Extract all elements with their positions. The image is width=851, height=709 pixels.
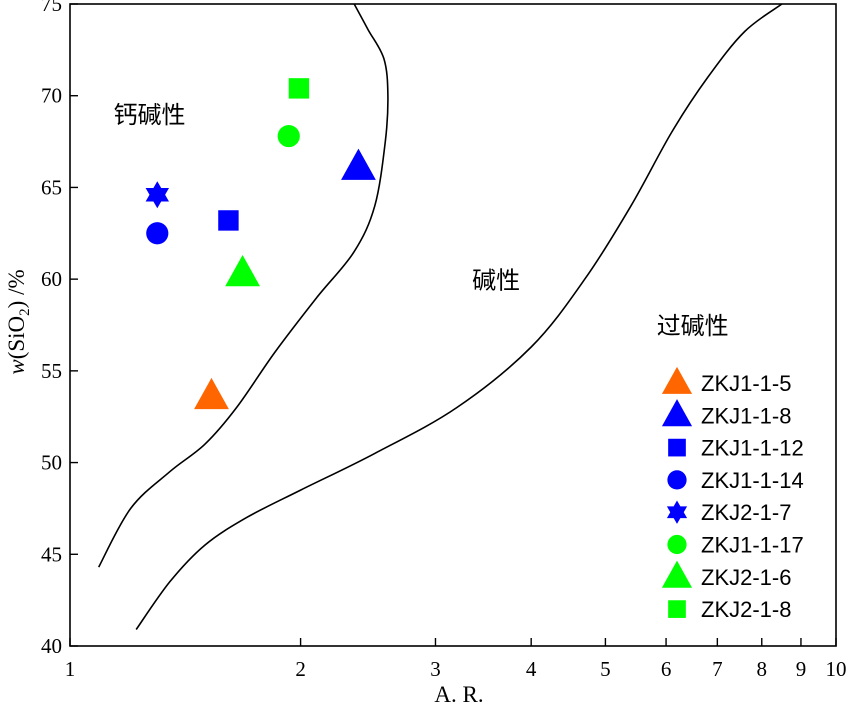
field-label-2: 碱性 [472,266,520,294]
legend-marker-1 [661,366,693,394]
y-tick-label: 70 [41,84,62,108]
legend-label-2: ZKJ1-1-8 [701,403,791,428]
x-tick-label: 3 [430,657,441,681]
y-tick-label: 40 [41,634,62,658]
data-point-zkj1-1-17 [277,124,300,148]
legend-label-3: ZKJ1-1-12 [701,436,804,461]
legend-marker-5-part-down [666,506,688,524]
y-axis-title-close: ) /% [4,269,29,308]
field-boundaries [97,4,783,630]
y-tick-label: 45 [41,542,62,566]
x-tick-label: 8 [757,657,768,681]
legend-marker-3 [668,438,686,457]
plot-frame [69,3,837,647]
legend-marker-2 [661,399,693,427]
y-tick-label: 55 [41,359,62,383]
y-axis-ticks: 40 45 50 55 60 65 70 75 [41,0,78,658]
x-tick-label: 6 [661,657,672,681]
x-tick-label: 5 [600,657,611,681]
y-tick-label: 65 [41,175,62,199]
data-point-zkj2-1-7-part-down [145,188,169,209]
y-tick-label: 75 [41,0,62,16]
boundary-line-1 [97,4,389,568]
legend-marker-6 [667,534,687,555]
x-axis-ticks: 1 2 3 4 5 6 7 8 9 10 [65,638,847,681]
x-tick-label: 7 [712,657,723,681]
legend-label-4: ZKJ1-1-14 [701,468,804,493]
legend-label-8: ZKJ2-1-8 [701,597,791,622]
field-label-1: 钙碱性 [114,101,186,129]
legend-label-6: ZKJ1-1-17 [701,533,804,558]
x-tick-label: 10 [826,657,847,681]
legend-marker-5 [666,500,688,524]
boundary-line-2 [135,4,783,630]
legend: ZKJ1-1-5 ZKJ1-1-8 ZKJ1-1-12 ZKJ1-1-14 ZKJ2-1… [661,366,804,622]
legend-marker-7 [661,560,693,588]
legend-label-7: ZKJ2-1-6 [701,565,791,590]
legend-label-1: ZKJ1-1-5 [701,371,791,396]
data-point-zkj1-1-12 [218,210,239,231]
y-axis-title-italic: w [4,359,29,375]
data-point-zkj2-1-7 [145,181,169,209]
x-tick-label: 4 [526,657,537,681]
legend-label-5: ZKJ2-1-7 [701,500,791,525]
y-tick-label: 50 [41,451,62,475]
y-axis-title-sub: 2 [17,308,33,316]
x-axis-title: A. R. [434,682,483,707]
data-point-zkj1-1-8 [341,148,376,180]
data-point-zkj2-1-8 [288,78,310,99]
data-point-zkj1-1-5 [194,377,229,410]
x-tick-label: 1 [65,657,76,681]
legend-marker-8 [668,600,686,618]
plot-border [69,3,837,647]
y-axis-title: w(SiO2) /% [4,269,33,374]
x-tick-label: 9 [796,657,807,681]
y-tick-label: 60 [41,267,62,291]
field-label-3: 过碱性 [657,312,729,340]
legend-marker-4 [667,470,687,490]
data-point-zkj1-1-14 [146,222,169,245]
data-point-zkj2-1-6 [225,255,260,287]
y-axis-title-open: (SiO [4,316,29,359]
x-tick-label: 2 [295,657,306,681]
data-points [145,78,376,410]
